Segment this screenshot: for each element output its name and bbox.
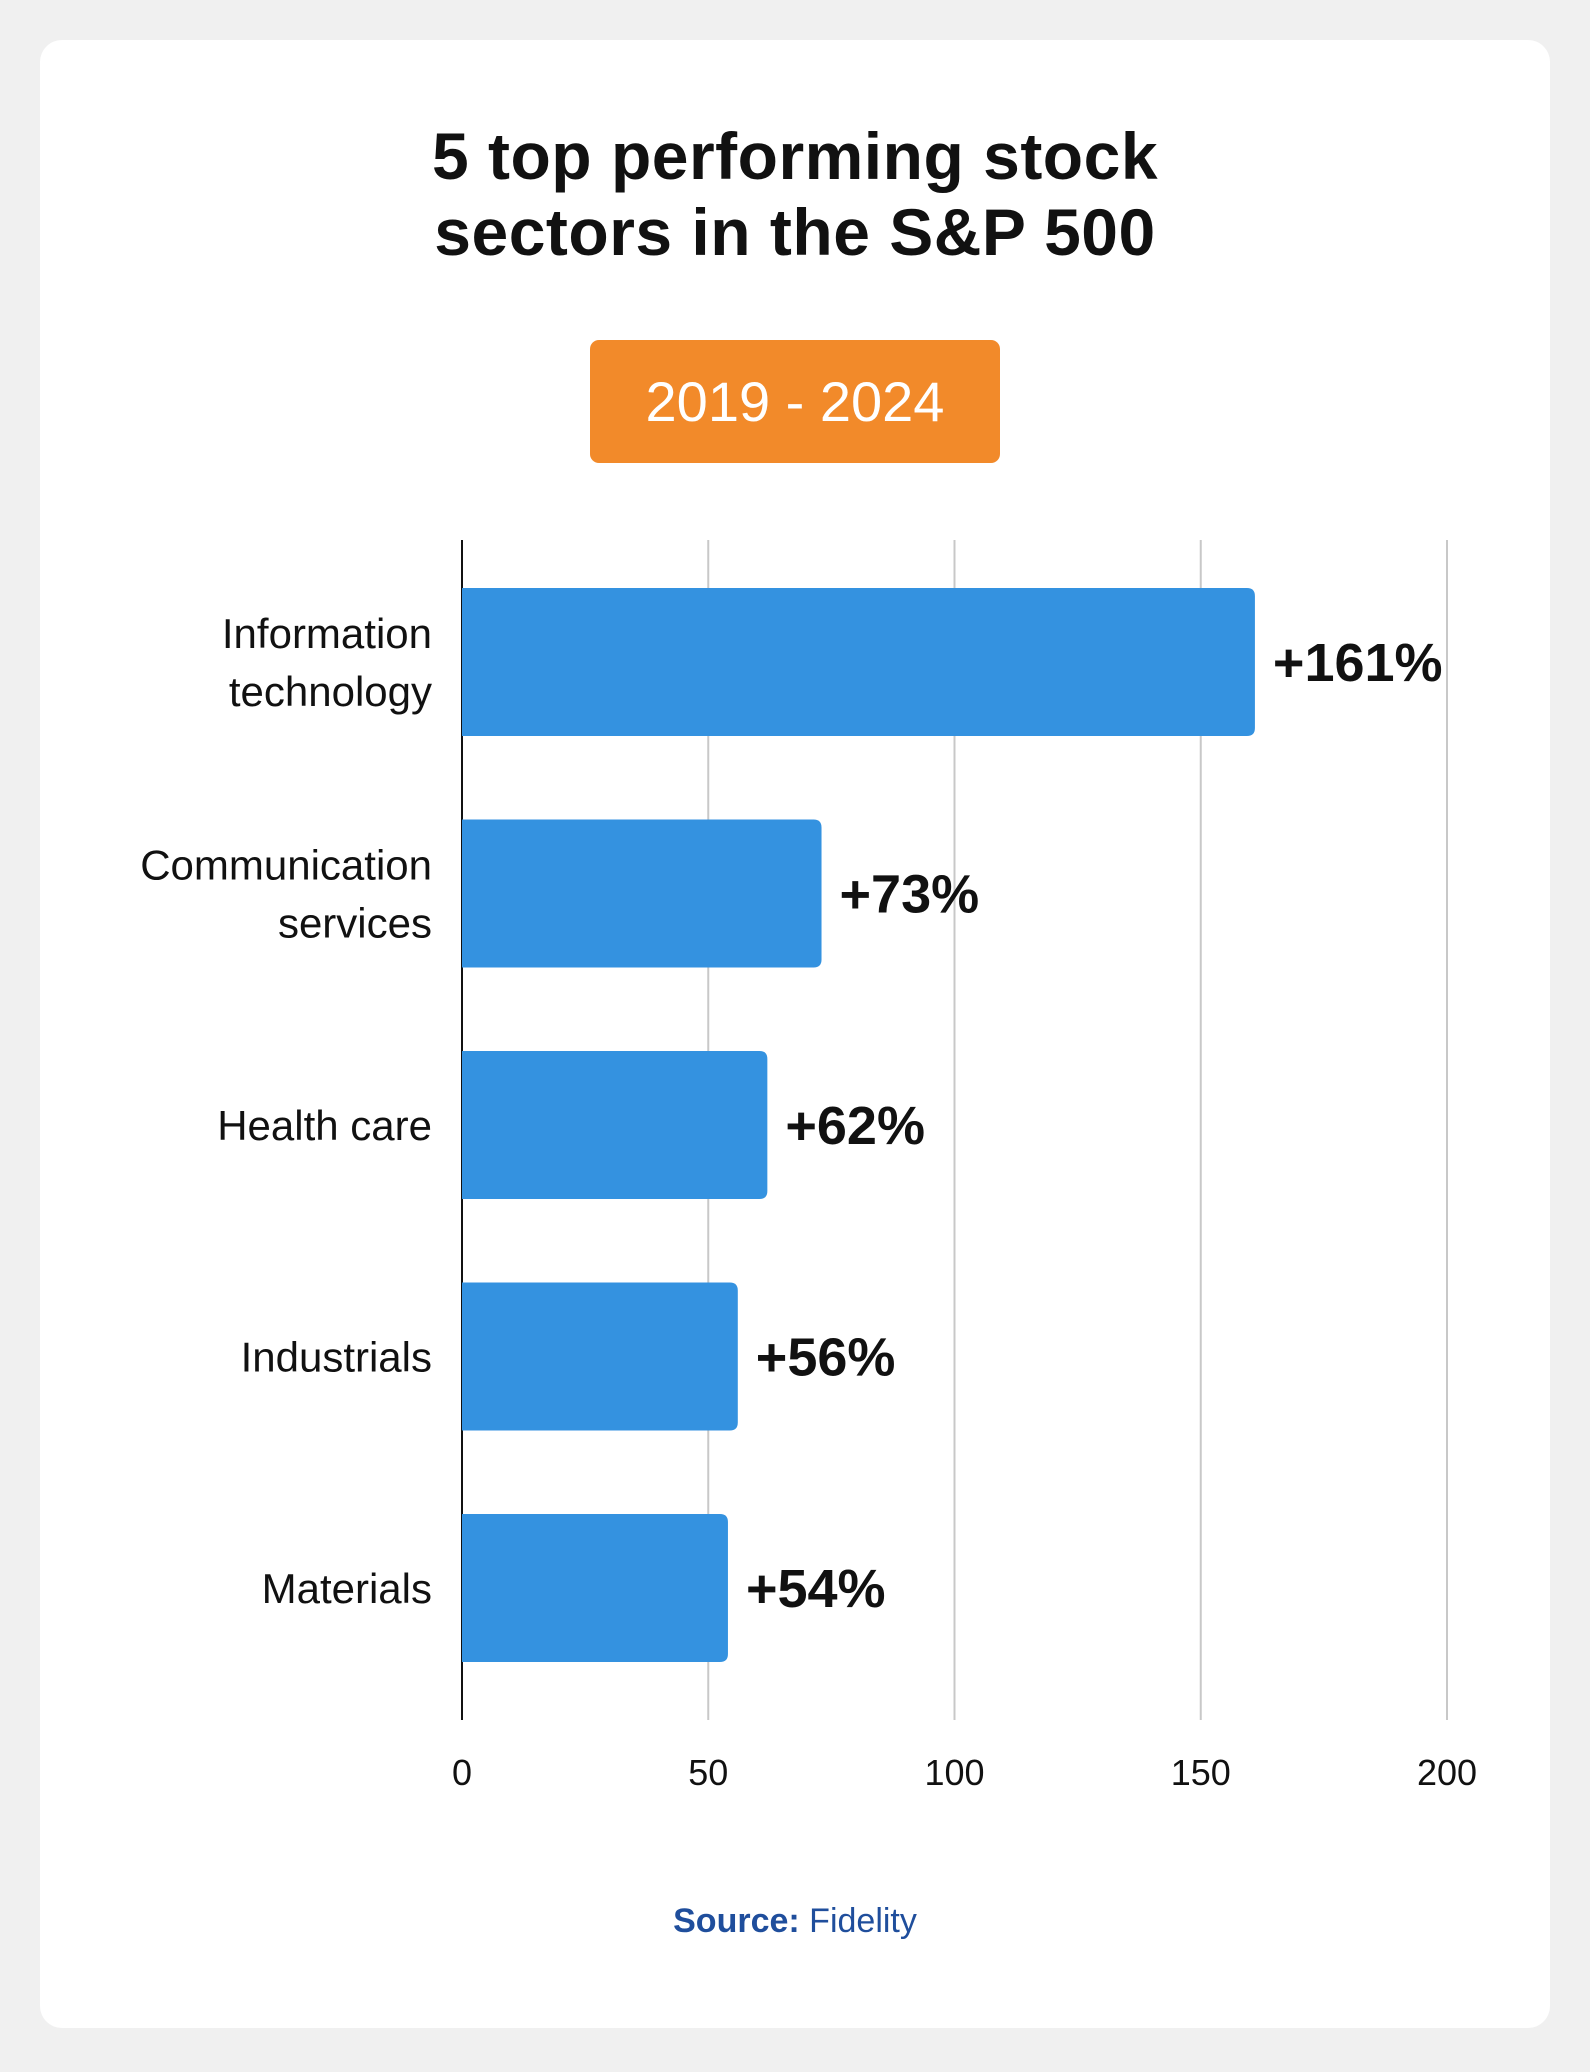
category-label-1-line-1: services bbox=[278, 900, 432, 947]
x-tick-label-50: 50 bbox=[688, 1752, 728, 1793]
category-label-3: Industrials bbox=[241, 1334, 432, 1381]
bar-0 bbox=[462, 588, 1255, 736]
category-label-4: Materials bbox=[262, 1565, 432, 1612]
category-label-2: Health care bbox=[217, 1102, 432, 1149]
x-tick-label-200: 200 bbox=[1417, 1752, 1477, 1793]
x-tick-label-150: 150 bbox=[1171, 1752, 1231, 1793]
chart-title-line-1: 5 top performing stock bbox=[431, 119, 1159, 193]
source-value: Fidelity bbox=[809, 1902, 917, 1940]
chart-title: 5 top performing stock sectors in the S&… bbox=[0, 118, 1590, 270]
bar-2 bbox=[462, 1051, 768, 1199]
source-note: Source: Fidelity bbox=[0, 1902, 1590, 1941]
x-tick-label-100: 100 bbox=[924, 1752, 984, 1793]
bar-3 bbox=[462, 1282, 738, 1431]
value-label-3: +56% bbox=[756, 1328, 896, 1388]
category-label-0-line-0: Information bbox=[222, 610, 432, 657]
category-label-1-line-0: Communication bbox=[140, 842, 432, 889]
period-badge: 2019 - 2024 bbox=[590, 340, 1000, 463]
bar-4 bbox=[462, 1514, 728, 1662]
category-label-0-line-1: technology bbox=[229, 668, 432, 715]
chart-title-line-2: sectors in the S&P 500 bbox=[434, 195, 1156, 269]
value-label-4: +54% bbox=[746, 1559, 886, 1619]
bar-1 bbox=[462, 819, 822, 968]
source-label: Source: bbox=[673, 1902, 800, 1940]
value-label-0: +161% bbox=[1273, 633, 1443, 693]
value-label-1: +73% bbox=[840, 865, 980, 925]
value-label-2: +62% bbox=[785, 1096, 925, 1156]
x-tick-label-0: 0 bbox=[452, 1752, 472, 1793]
